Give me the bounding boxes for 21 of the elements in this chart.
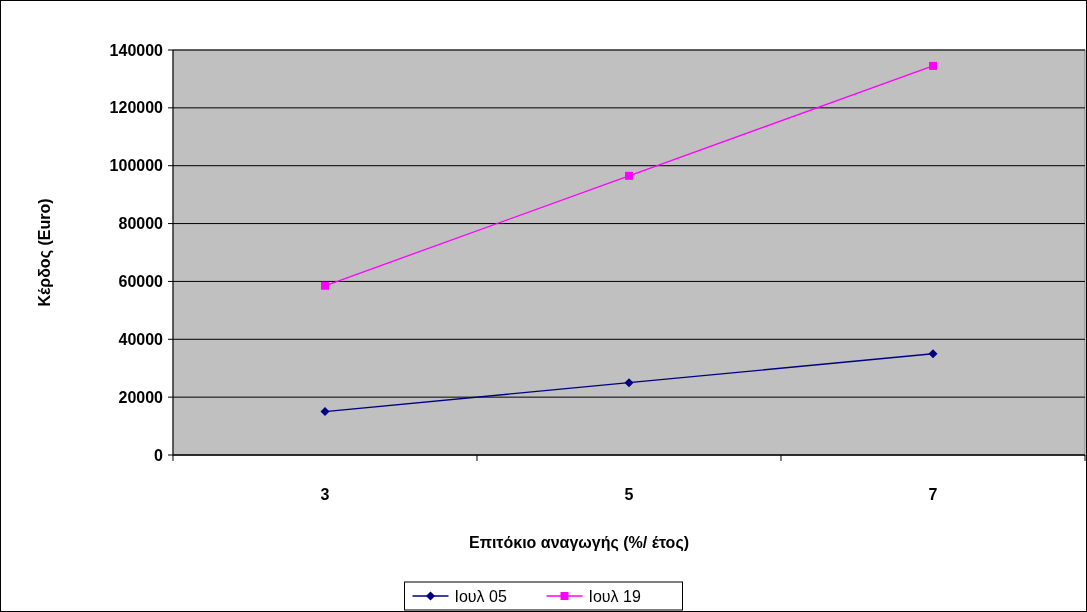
legend-label: Ιουλ 19 bbox=[588, 587, 641, 605]
point bbox=[624, 378, 634, 388]
y-tick-label: 100000 bbox=[109, 157, 164, 175]
y-tick-label: 120000 bbox=[109, 99, 164, 117]
x-axis-title: Επιτόκιο αναγωγής (%/ έτος) bbox=[468, 534, 690, 552]
x-tick-label: 7 bbox=[928, 486, 938, 503]
point bbox=[928, 349, 938, 359]
point bbox=[929, 61, 937, 70]
legend-label: Ιουλ 05 bbox=[454, 587, 507, 605]
y-tick-label: 80000 bbox=[118, 215, 164, 233]
y-tick-label: 60000 bbox=[118, 273, 164, 291]
point bbox=[625, 171, 633, 180]
y-tick-label: 20000 bbox=[118, 388, 164, 406]
y-tick-label: 0 bbox=[154, 446, 164, 464]
y-axis-title: Κέρδος (Euro) bbox=[36, 198, 54, 307]
point bbox=[320, 407, 330, 417]
y-tick-label: 140000 bbox=[109, 41, 164, 59]
x-tick-label: 3 bbox=[320, 486, 330, 503]
x-tick-label: 5 bbox=[624, 486, 634, 503]
y-tick-label: 40000 bbox=[118, 330, 164, 348]
point bbox=[321, 281, 329, 290]
